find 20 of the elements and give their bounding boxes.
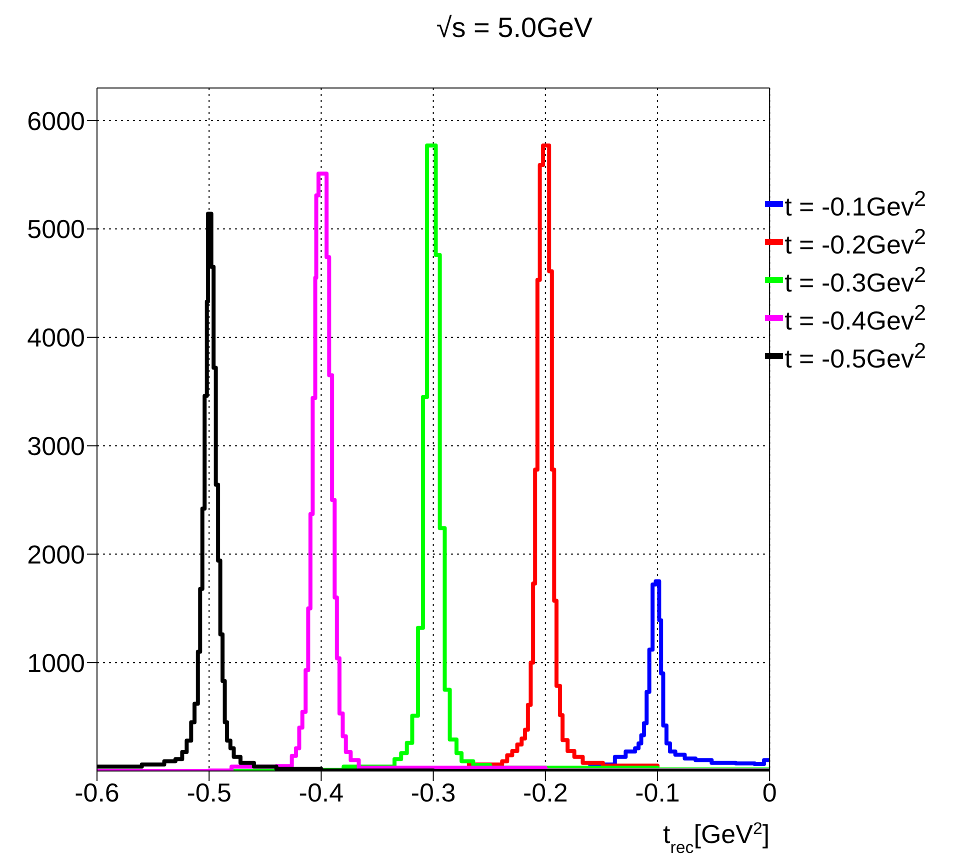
y-tick-label: 6000: [27, 106, 85, 136]
y-tick-label: 1000: [27, 648, 85, 678]
x-tick-label: -0.2: [523, 777, 568, 808]
y-tick-label: 3000: [27, 430, 85, 461]
chart-title: √s = 5.0GeV: [435, 12, 594, 44]
legend-label: t = -0.4Gev$^{2}$: [784, 300, 926, 336]
x-axis-title: t$_{rec}$[GeV$^{2}$]: [663, 818, 770, 856]
x-tick-label: -0.6: [74, 777, 120, 808]
x-tick-label: -0.4: [298, 777, 344, 808]
y-tick-label: 5000: [27, 214, 85, 244]
legend-label: t = -0.3Gev$^{2}$: [784, 262, 926, 298]
x-tick-label: -0.5: [186, 777, 232, 808]
y-tick-label: 2000: [27, 539, 85, 570]
legend-label: t = -0.2Gev$^{2}$: [784, 224, 926, 260]
x-tick-label: -0.1: [635, 777, 680, 808]
legend-label: t = -0.5Gev$^{2}$: [784, 338, 926, 374]
y-tick-label: 4000: [27, 322, 85, 353]
x-tick-label: 0: [762, 777, 777, 808]
legend-label: t = -0.1Gev$^{2}$: [784, 186, 926, 222]
x-tick-label: -0.3: [410, 777, 456, 808]
